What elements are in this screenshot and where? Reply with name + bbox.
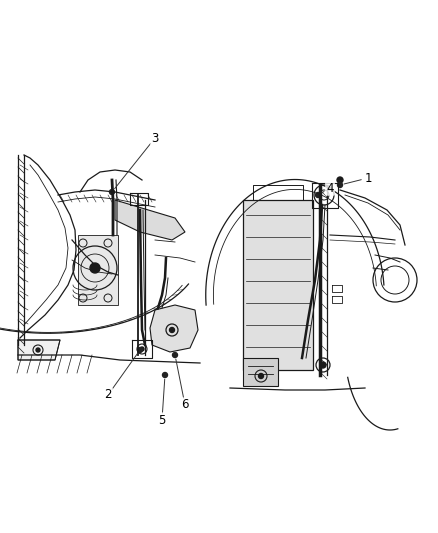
Circle shape: [337, 177, 343, 183]
Text: 6: 6: [181, 399, 189, 411]
Text: 2: 2: [104, 389, 112, 401]
Circle shape: [90, 263, 100, 273]
Polygon shape: [78, 235, 118, 305]
Polygon shape: [243, 200, 313, 370]
Circle shape: [170, 327, 174, 333]
Circle shape: [140, 347, 144, 351]
Circle shape: [36, 348, 40, 352]
Polygon shape: [18, 340, 60, 360]
Circle shape: [138, 348, 142, 352]
Polygon shape: [115, 200, 185, 240]
Polygon shape: [243, 358, 278, 386]
Circle shape: [173, 352, 177, 358]
Circle shape: [258, 374, 264, 378]
Circle shape: [320, 362, 326, 368]
Text: 5: 5: [158, 414, 166, 426]
Text: 3: 3: [151, 132, 159, 144]
Circle shape: [338, 182, 343, 188]
Circle shape: [315, 192, 321, 198]
Circle shape: [162, 373, 167, 377]
Polygon shape: [150, 305, 198, 352]
Text: 4: 4: [326, 182, 334, 195]
Circle shape: [110, 190, 114, 195]
Text: 1: 1: [364, 172, 372, 184]
